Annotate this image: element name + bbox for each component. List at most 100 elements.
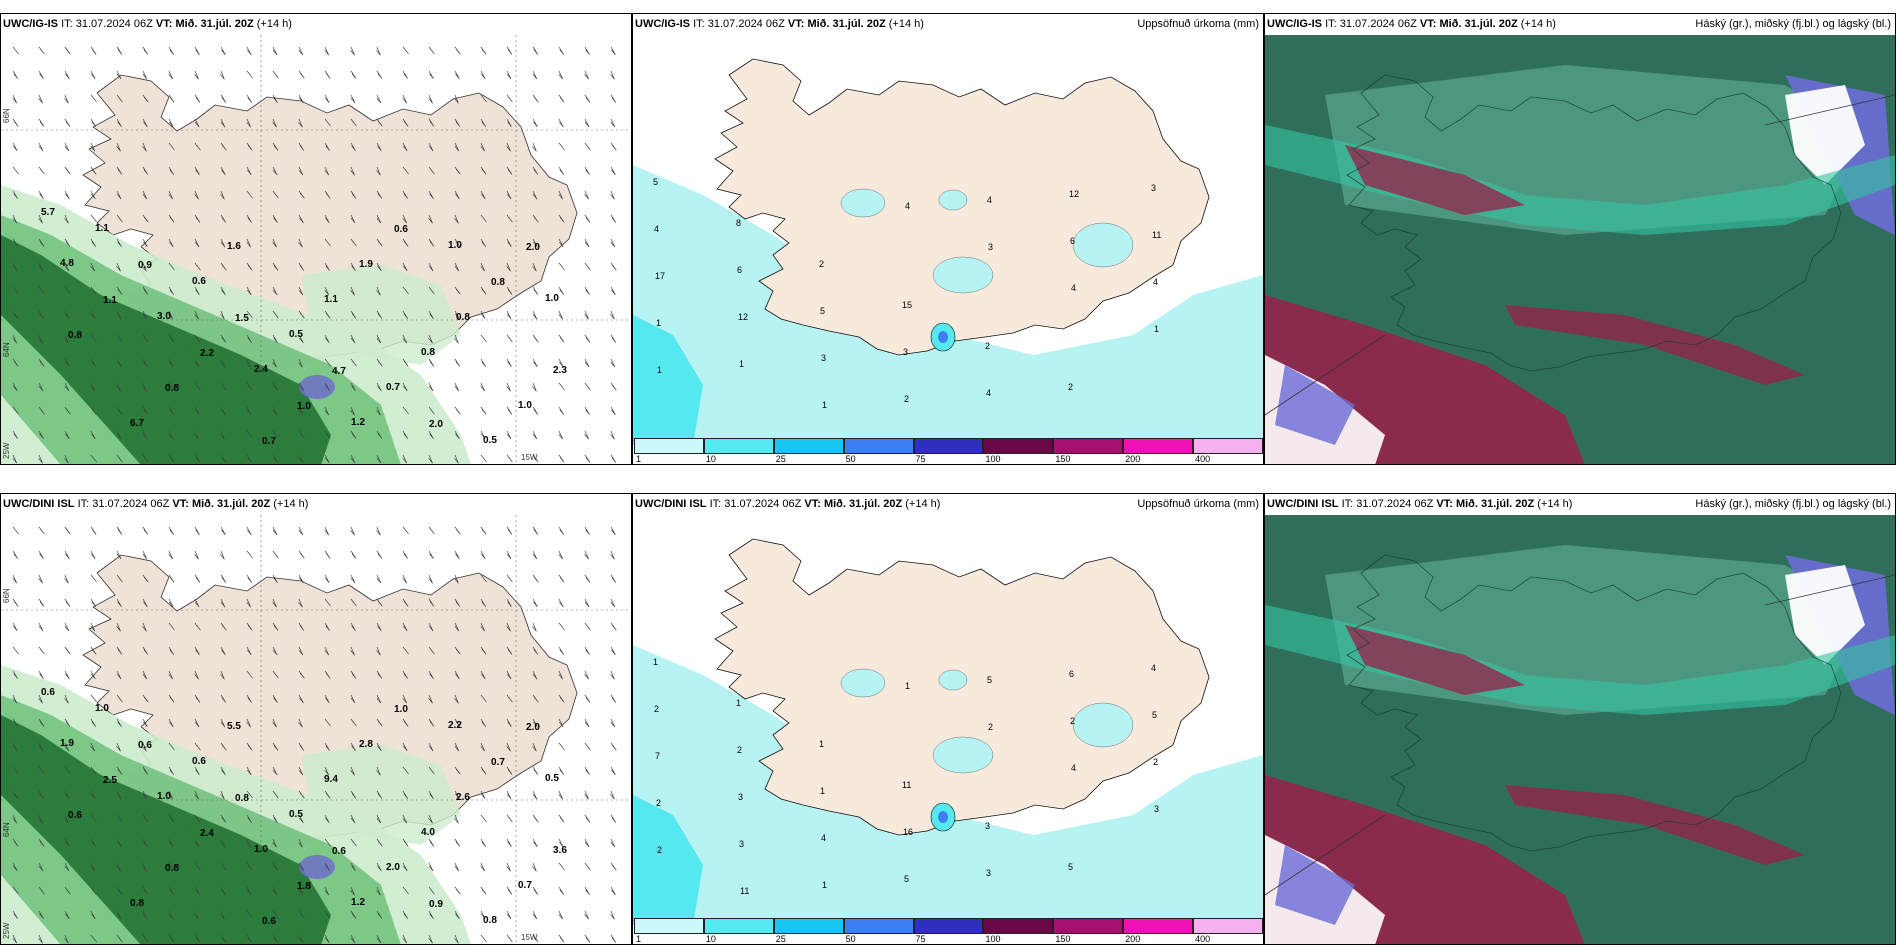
- wind-barb: [90, 334, 97, 343]
- wind-barb: [90, 694, 97, 703]
- wind-barb: [350, 46, 355, 56]
- cloud-value-label: 0.8: [165, 383, 179, 394]
- graticule-label: 25W: [2, 922, 11, 939]
- wind-barb: [220, 718, 226, 728]
- it-value: 31.07.2024 06Z: [1339, 18, 1417, 30]
- wind-barb: [454, 190, 460, 200]
- wind-barb: [428, 382, 434, 392]
- wind-barb: [558, 238, 564, 248]
- wind-barb: [246, 430, 253, 439]
- wind-barb: [194, 430, 199, 440]
- wind-barb: [428, 550, 434, 559]
- precip-band-east: [301, 745, 461, 845]
- wind-barb: [64, 454, 69, 464]
- wind-barb: [610, 142, 617, 151]
- wind-barb: [558, 814, 565, 823]
- wind-barb: [558, 262, 565, 271]
- cloud-value-label: 1.1: [103, 295, 117, 306]
- cloud-value-label: 1.0: [394, 704, 408, 715]
- wind-barb: [350, 622, 356, 631]
- wind-barb: [610, 286, 616, 296]
- wind-barb: [12, 430, 19, 439]
- wind-barb: [90, 550, 96, 560]
- wind-barb: [194, 286, 200, 295]
- wind-barb: [12, 406, 19, 415]
- wind-barb: [298, 598, 303, 608]
- wind-barb: [168, 430, 174, 440]
- wind-barb: [116, 142, 121, 152]
- wind-barb: [298, 286, 304, 296]
- wind-barb: [584, 766, 590, 775]
- precip-peak-core: [938, 811, 948, 823]
- wind-barb: [376, 382, 382, 392]
- wind-barb: [610, 934, 617, 943]
- wind-barb: [532, 118, 538, 128]
- wind-barb: [142, 886, 149, 895]
- wind-barb: [506, 934, 513, 943]
- wind-barb: [532, 286, 539, 295]
- wind-barb: [610, 334, 617, 343]
- wind-barb: [298, 70, 305, 79]
- precip-value-label: 1: [657, 365, 662, 375]
- wind-barb: [376, 718, 383, 727]
- wind-barb: [480, 670, 486, 680]
- wind-barb: [558, 934, 565, 943]
- wind-barb: [402, 94, 408, 104]
- wind-barb: [194, 334, 201, 343]
- cloud-clear-ne: [1785, 85, 1865, 185]
- graticule-label: 64N: [2, 342, 11, 357]
- colorbar-label: 400: [1195, 934, 1211, 944]
- wind-barb: [558, 766, 565, 775]
- wind-barb: [480, 382, 486, 392]
- wind-barb: [142, 70, 148, 80]
- wind-barb: [376, 862, 382, 872]
- wind-barb: [584, 550, 589, 560]
- wind-barb: [38, 262, 44, 272]
- precip-value-label: 2: [1068, 382, 1073, 392]
- wind-barb: [584, 862, 591, 871]
- wind-barb: [64, 118, 71, 127]
- wind-barb: [480, 718, 487, 727]
- wind-barb: [584, 262, 591, 271]
- wind-barb: [506, 94, 513, 103]
- precip-title: Uppsöfnuð úrkoma (mm): [1137, 18, 1259, 30]
- wind-barb: [324, 334, 330, 344]
- panel-header: UWC/IG-IS IT: 31.07.2024 06Z VT: Mið. 31…: [3, 18, 292, 30]
- graticule-line: [1265, 814, 1386, 896]
- wind-barb: [220, 670, 225, 680]
- wind-barb: [402, 670, 409, 679]
- wind-barb: [324, 790, 331, 799]
- wind-barb: [376, 286, 381, 296]
- wind-barb: [532, 526, 539, 535]
- wind-barb: [168, 622, 175, 631]
- colorbar-label: 150: [1055, 454, 1071, 464]
- wind-barb: [558, 790, 564, 800]
- wind-barb: [64, 766, 71, 775]
- wind-barb: [12, 382, 18, 392]
- cloud-value-label: 1.1: [95, 223, 109, 234]
- wind-barb: [12, 286, 19, 295]
- wind-barb: [454, 142, 460, 152]
- wind-barb: [194, 910, 199, 920]
- wind-barb: [376, 646, 381, 656]
- wind-barb: [116, 238, 122, 247]
- wind-barb: [38, 286, 45, 295]
- wind-barb: [324, 430, 331, 439]
- wind-barb: [298, 814, 304, 824]
- precip-value-label: 3: [903, 347, 908, 357]
- wind-barb: [64, 790, 70, 800]
- colorbar-cell: [1193, 918, 1263, 934]
- wind-barb: [272, 694, 278, 703]
- wind-barb: [584, 742, 591, 751]
- wind-barb: [168, 454, 175, 463]
- wind-barb: [532, 430, 538, 440]
- wind-barb: [142, 694, 149, 703]
- wind-barb: [272, 838, 277, 848]
- wind-barb: [454, 454, 459, 464]
- wind-barb: [480, 46, 487, 55]
- wind-barb: [324, 646, 330, 656]
- wind-barb: [12, 694, 18, 704]
- wind-barb: [376, 934, 382, 944]
- wind-barb: [376, 910, 383, 919]
- wind-barb: [584, 142, 591, 151]
